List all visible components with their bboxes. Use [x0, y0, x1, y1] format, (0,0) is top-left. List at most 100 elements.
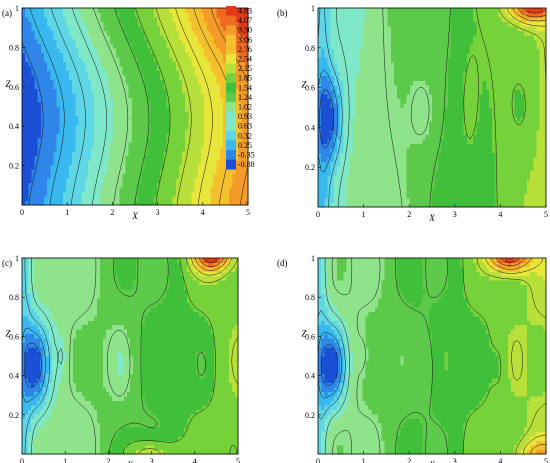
contour-cell — [37, 137, 42, 143]
contour-cell — [116, 169, 120, 175]
contour-cell — [37, 182, 42, 188]
contour-cell — [514, 157, 518, 163]
contour-cell — [447, 148, 452, 154]
contour-cell — [150, 52, 155, 58]
contour-cell — [72, 70, 76, 76]
contour-cell — [147, 196, 152, 201]
contour-cell — [84, 173, 89, 179]
contour-cell — [352, 130, 357, 136]
contour-cell — [175, 70, 180, 76]
contour-cell — [222, 124, 227, 130]
contour-cell — [517, 116, 522, 122]
contour-cell — [150, 151, 155, 157]
contour-cell — [318, 139, 322, 145]
contour-cell — [479, 139, 484, 145]
contour-cell — [119, 57, 123, 63]
contour-cell — [103, 115, 108, 121]
contour-cell — [384, 134, 389, 140]
contour-cell — [447, 152, 452, 158]
contour-cell — [53, 21, 57, 27]
contour-cell — [144, 30, 148, 36]
contour-cell — [406, 193, 411, 199]
contour-cell — [185, 115, 189, 121]
contour-cell — [403, 175, 408, 181]
contour-cell — [128, 200, 133, 206]
contour-cell — [409, 170, 414, 176]
contour-cell — [28, 146, 32, 152]
contour-cell — [238, 84, 243, 89]
contour-cell — [25, 75, 29, 81]
contour-cell — [135, 61, 139, 67]
contour-cell — [56, 110, 61, 116]
contour-cell — [482, 143, 487, 149]
contour-cell — [37, 124, 42, 130]
contour-cell — [150, 142, 155, 148]
contour-cell — [172, 133, 177, 139]
contour-cell — [324, 98, 328, 104]
legend-swatch — [226, 159, 236, 170]
contour-cell — [489, 102, 493, 108]
contour-cell — [65, 30, 70, 36]
contour-cell — [207, 182, 211, 188]
contour-cell — [25, 142, 29, 148]
contour-cell — [473, 134, 477, 140]
contour-cell — [238, 30, 243, 36]
contour-cell — [106, 164, 111, 170]
contour-cell — [47, 151, 51, 157]
contour-cell — [194, 84, 199, 89]
contour-cell — [536, 102, 541, 108]
contour-cell — [97, 12, 101, 18]
contour-cell — [191, 79, 196, 85]
contour-cell — [441, 139, 446, 145]
contour-cell — [156, 155, 161, 161]
contour-cell — [492, 152, 496, 158]
contour-cell — [365, 170, 370, 176]
contour-cell — [197, 57, 202, 63]
contour-cell — [113, 25, 117, 31]
contour-cell — [470, 166, 474, 172]
contour-cell — [413, 175, 417, 181]
contour-cell — [43, 200, 48, 206]
contour-cell — [359, 188, 363, 194]
contour-cell — [141, 79, 145, 85]
contour-cell — [138, 182, 142, 188]
contour-cell — [147, 12, 152, 18]
contour-cell — [435, 157, 439, 163]
contour-cell — [31, 39, 35, 45]
contour-cell — [489, 107, 493, 113]
contour-cell — [244, 66, 249, 72]
contour-cell — [182, 39, 186, 45]
contour-cell — [390, 152, 395, 158]
contour-cell — [349, 139, 354, 145]
contour-cell — [106, 12, 111, 18]
contour-cell — [106, 106, 111, 112]
contour-cell — [432, 130, 436, 136]
contour-cell — [119, 12, 123, 18]
contour-cell — [530, 148, 534, 154]
contour-cell — [504, 188, 509, 194]
contour-cell — [371, 102, 376, 108]
contour-cell — [337, 175, 341, 181]
contour-cell — [144, 21, 148, 27]
contour-cell — [163, 75, 167, 81]
contour-cell — [400, 152, 404, 158]
contour-cell — [185, 30, 189, 36]
contour-cell — [432, 193, 436, 199]
contour-cell — [432, 202, 436, 208]
contour-cell — [43, 88, 48, 94]
contour-cell — [153, 102, 158, 107]
contour-cell — [50, 30, 54, 36]
contour-cell — [409, 152, 414, 158]
contour-cell — [438, 134, 442, 140]
contour-cell — [330, 175, 335, 181]
contour-cell — [150, 16, 155, 22]
contour-cell — [113, 66, 117, 72]
contour-cell — [207, 119, 211, 125]
contour-cell — [103, 48, 108, 54]
contour-cell — [84, 182, 89, 188]
contour-cell — [47, 75, 51, 81]
contour-cell — [87, 151, 92, 157]
contour-cell — [479, 102, 484, 108]
contour-cell — [219, 106, 224, 112]
